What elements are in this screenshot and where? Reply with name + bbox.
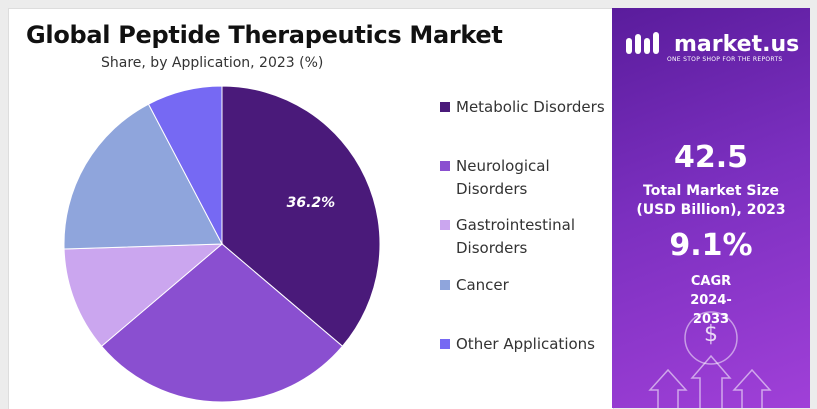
legend-swatch xyxy=(440,161,450,171)
legend-swatch xyxy=(440,220,450,230)
pie-slice xyxy=(147,85,223,245)
slice-label: 36.2% xyxy=(287,195,336,211)
legend-item: Metabolic Disorders xyxy=(440,96,606,119)
legend-label: Cancer xyxy=(456,276,509,294)
legend-swatch xyxy=(440,280,450,290)
legend-item: Gastrointestinal Disorders xyxy=(440,214,606,260)
info-panel: market.us ONE STOP SHOP FOR THE REPORTS … xyxy=(612,8,810,408)
coin-icon xyxy=(684,311,738,365)
cagr: 9.1% xyxy=(669,228,753,263)
dollar-icon: $ xyxy=(704,322,718,347)
chart-subtitle: Share, by Application, 2023 (%) xyxy=(101,55,324,71)
legend-item: Other Applications xyxy=(440,333,606,356)
pie-slice xyxy=(63,103,223,250)
legend-item: Neurological Disorders xyxy=(440,155,606,201)
logo-icon xyxy=(626,32,659,54)
cagr-label: CAGR 2024-2033 xyxy=(690,274,732,327)
legend-label: Gastrointestinal Disorders xyxy=(456,216,576,257)
pie-slice xyxy=(63,243,224,347)
legend-label: Neurological Disorders xyxy=(456,157,550,198)
pie-slice xyxy=(100,243,344,403)
pie-chart: 36.2% xyxy=(63,85,381,403)
pie-slice xyxy=(221,85,381,347)
market-size-label: Total Market Size (USD Billion), 2023 xyxy=(636,183,786,218)
market-size: 42.5 xyxy=(673,140,749,175)
chart-title: Global Peptide Therapeutics Market xyxy=(26,21,503,49)
chart-card: Global Peptide Therapeutics Market Share… xyxy=(8,8,614,409)
legend-swatch xyxy=(440,102,450,112)
tagline: ONE STOP SHOP FOR THE REPORTS xyxy=(667,56,783,63)
legend-label: Other Applications xyxy=(456,335,595,353)
arrow-icons xyxy=(648,354,772,408)
legend-item: Cancer xyxy=(440,274,606,297)
legend-label: Metabolic Disorders xyxy=(456,98,605,116)
brand: market.us xyxy=(674,32,800,57)
panel-decoration xyxy=(626,32,772,408)
legend-swatch xyxy=(440,339,450,349)
